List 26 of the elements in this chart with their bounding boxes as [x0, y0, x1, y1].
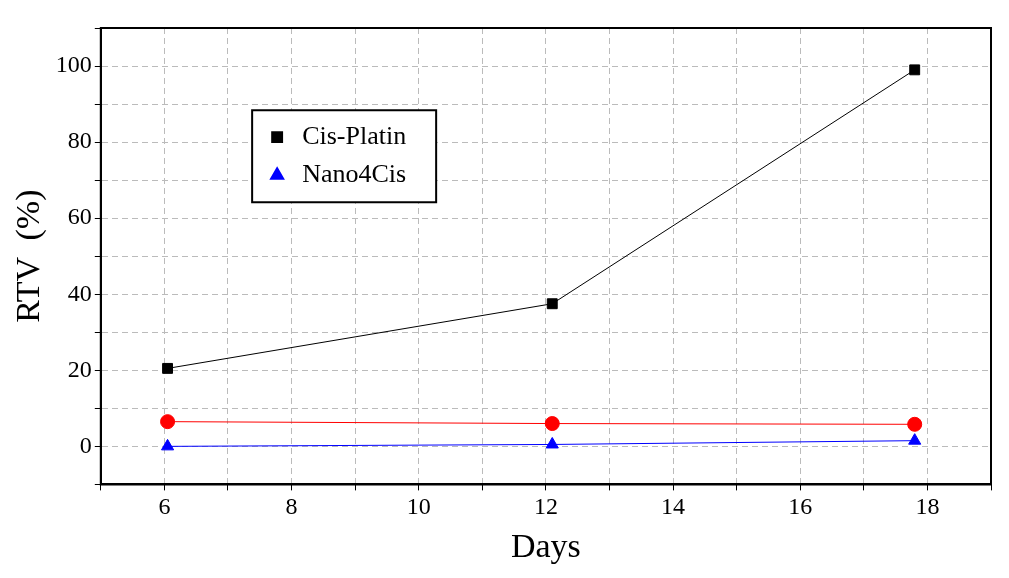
y-tick-label: 100 [55, 51, 92, 78]
x-tick-label: 8 [285, 493, 298, 520]
x-tick-label: 6 [158, 493, 171, 520]
point [546, 298, 558, 310]
point [909, 64, 921, 76]
x-tick-label: 10 [406, 493, 431, 520]
point [161, 438, 175, 451]
x-tick-label: 12 [533, 493, 558, 520]
y-tick-label: 80 [67, 127, 92, 154]
x-tick-label: 14 [661, 493, 686, 520]
point [908, 433, 922, 445]
point [907, 416, 923, 432]
point [544, 416, 560, 432]
y-axis-title: RTV (%) [9, 189, 48, 323]
point [160, 414, 176, 430]
x-tick-label: 16 [788, 493, 813, 520]
x-axis-title: Days [510, 526, 581, 564]
legend-label: Cis-Platin [302, 120, 407, 150]
point [545, 436, 559, 449]
y-tick-label: 20 [67, 355, 92, 382]
y-tick-label: 60 [67, 203, 92, 230]
x-tick-label: 18 [915, 493, 940, 520]
y-tick-label: 0 [79, 431, 92, 458]
point [162, 362, 174, 374]
legend-label: Nano4Cis [302, 158, 407, 188]
y-tick-label: 40 [67, 279, 92, 306]
